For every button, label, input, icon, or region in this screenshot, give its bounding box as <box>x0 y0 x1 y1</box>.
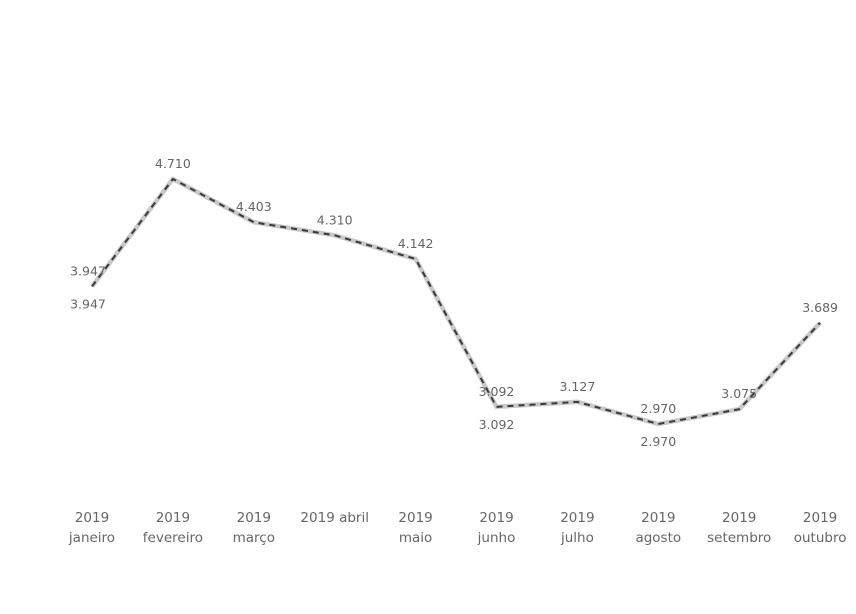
data-label: 2.970 <box>640 434 676 449</box>
data-label: 3.947 <box>70 263 106 278</box>
x-tick-label: 2019 <box>156 510 190 526</box>
x-tick-label: 2019 <box>803 510 837 526</box>
x-tick-label: 2019 <box>75 510 109 526</box>
series-line-2 <box>92 179 820 424</box>
data-label: 4.403 <box>236 199 272 214</box>
x-tick-sublabel: agosto <box>635 530 681 546</box>
data-label: 3.127 <box>560 379 596 394</box>
data-label: 3.689 <box>802 300 838 315</box>
x-tick-sublabel: janeiro <box>68 530 115 546</box>
data-label: 2.970 <box>640 401 676 416</box>
data-label: 4.710 <box>155 156 191 171</box>
x-tick-sublabel: junho <box>477 530 516 546</box>
data-label: 3.947 <box>70 296 106 311</box>
x-tick-label: 2019 <box>479 510 513 526</box>
x-tick-label: 2019 abril <box>300 510 369 526</box>
x-tick-sublabel: fevereiro <box>143 530 203 546</box>
x-tick-label: 2019 <box>560 510 594 526</box>
x-tick-sublabel: outubro <box>794 530 847 546</box>
data-label: 3.092 <box>479 384 515 399</box>
x-tick-sublabel: setembro <box>707 530 771 546</box>
data-label: 3.075 <box>721 386 757 401</box>
x-tick-sublabel: maio <box>399 530 432 546</box>
x-tick-label: 2019 <box>398 510 432 526</box>
data-label: 4.142 <box>398 236 434 251</box>
x-tick-label: 2019 <box>641 510 675 526</box>
data-label: 3.092 <box>479 417 515 432</box>
x-tick-label: 2019 <box>722 510 756 526</box>
data-label: 4.310 <box>317 212 353 227</box>
x-tick-label: 2019 <box>237 510 271 526</box>
series-line-1 <box>92 179 820 424</box>
x-tick-sublabel: julho <box>560 530 594 546</box>
x-tick-sublabel: março <box>233 530 275 546</box>
